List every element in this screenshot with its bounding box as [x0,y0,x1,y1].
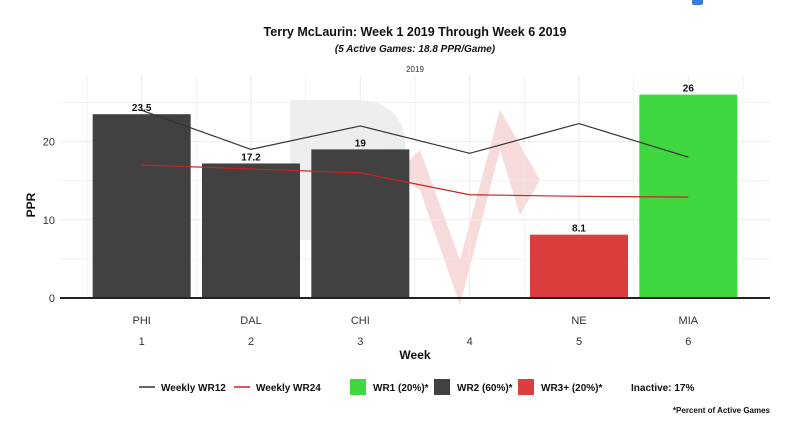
x-axis-title: Week [399,348,430,362]
bar-value-label: 8.1 [572,224,586,235]
x-tick-opponent: CHI [351,315,370,327]
axis-layer: 0 10 20 PHI 1 DAL 2 CHI 3 4 NE 5 MIA 6 [43,137,770,348]
legend-wr24-label: Weekly WR24 [256,383,321,394]
y-tick-label: 0 [49,293,55,305]
bar-value-label: 23.5 [132,103,152,114]
x-tick-week: 1 [139,336,145,348]
legend-inactive-label: Inactive: 17% [631,383,694,394]
legend-wr2-swatch [434,379,450,395]
x-tick-opponent: DAL [240,315,261,327]
x-tick-week: 3 [357,336,363,348]
x-tick-week: 4 [467,336,473,348]
bar-week-5 [530,234,628,298]
legend: Weekly WR12 Weekly WR24 WR1 (20%)* WR2 (… [139,379,694,395]
x-tick-week: 6 [685,336,691,348]
series-line-wr12 [141,109,689,158]
legend-footnote: *Percent of Active Games [673,406,771,415]
y-tick-label: 20 [43,137,55,149]
facet-label: 2019 [406,65,424,74]
x-tick-week: 2 [248,336,254,348]
bar-value-label: 19 [355,138,367,149]
x-tick-opponent: MIA [679,315,699,327]
bar-week-1 [92,114,191,298]
x-tick-opponent: PHI [132,315,150,327]
labels-layer: 23.5 17.2 19 8.1 26 [132,84,694,235]
chart-title: Terry McLaurin: Week 1 2019 Through Week… [264,25,567,39]
legend-wr3-swatch [518,379,534,395]
bar-value-label: 26 [683,84,695,95]
x-tick-opponent: NE [571,315,586,327]
chart-subtitle: (5 Active Games: 18.8 PPR/Game) [335,44,496,55]
series-line-wr24 [141,164,689,198]
legend-wr12-label: Weekly WR12 [161,383,226,394]
bar-week-3 [311,149,410,298]
x-tick-week: 5 [576,336,582,348]
bar-week-2 [202,163,300,298]
bars-layer [92,94,738,299]
legend-wr1-swatch [350,379,366,395]
legend-toggle-checkbox[interactable] [692,0,703,5]
y-axis-title: PPR [24,192,38,217]
legend-wr2-label: WR2 (60%)* [457,383,513,394]
y-tick-label: 10 [43,215,55,227]
legend-wr3-label: WR3+ (20%)* [541,383,603,394]
legend-wr1-label: WR1 (20%)* [373,383,429,394]
lines-layer [141,109,689,198]
bar-value-label: 17.2 [241,152,261,163]
